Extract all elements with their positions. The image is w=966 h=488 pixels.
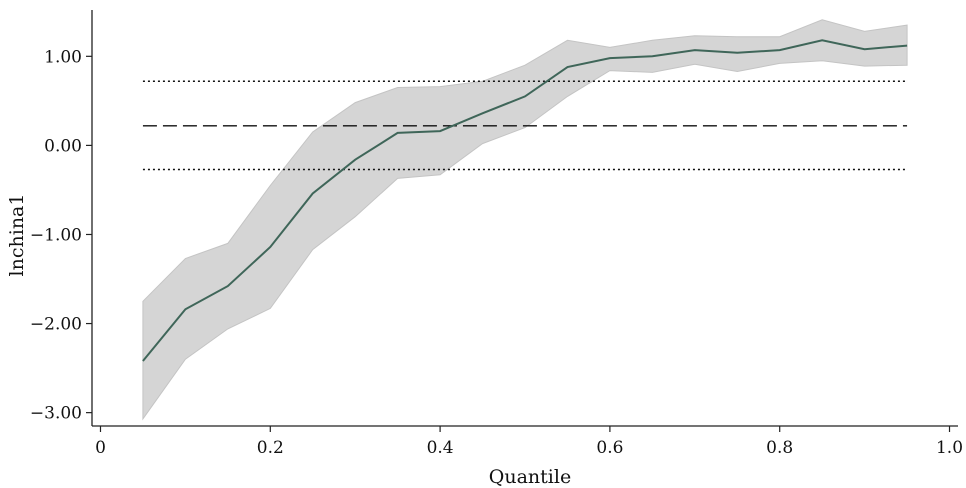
y-tick-label: −3.00: [30, 404, 82, 424]
ticks: 0 0.2 0.4 0.6 0.8 1.0 1.00 0.00 −1.00 −2.00 −3.00: [30, 47, 963, 458]
y-tick-label: −2.00: [30, 315, 82, 335]
x-tick-label: 0.2: [257, 438, 284, 458]
x-tick-label: 0.4: [427, 438, 454, 458]
x-tick-label: 0.8: [766, 438, 793, 458]
y-axis-label: lnchina1: [6, 194, 28, 277]
y-tick-label: 1.00: [44, 47, 82, 67]
y-tick-label: 0.00: [44, 136, 82, 156]
y-tick-label: −1.00: [30, 225, 82, 245]
x-axis-label: Quantile: [489, 466, 571, 488]
quantile-estimate-line: [142, 39, 908, 362]
confidence-band: [142, 19, 908, 421]
axes: [91, 10, 958, 427]
x-tick-label: 1.0: [936, 438, 963, 458]
x-tick-label: 0: [95, 438, 106, 458]
plot-area: [142, 19, 908, 421]
x-tick-label: 0.6: [596, 438, 623, 458]
